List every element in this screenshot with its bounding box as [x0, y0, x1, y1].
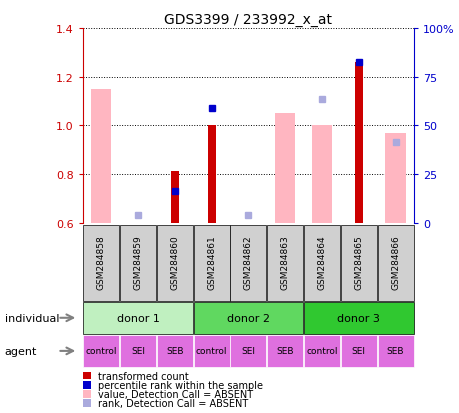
Text: SEB: SEB	[276, 347, 293, 356]
Text: control: control	[196, 347, 227, 356]
Text: donor 3: donor 3	[336, 313, 380, 323]
Title: GDS3399 / 233992_x_at: GDS3399 / 233992_x_at	[164, 12, 332, 26]
Bar	[274, 114, 295, 223]
Bar	[91, 90, 111, 223]
Text: transformed count: transformed count	[98, 371, 188, 381]
Text: individual: individual	[5, 313, 59, 323]
Text: GSM284865: GSM284865	[353, 235, 363, 290]
Text: GSM284866: GSM284866	[390, 235, 399, 290]
Bar	[170, 172, 179, 223]
Text: donor 2: donor 2	[226, 313, 269, 323]
Text: GSM284860: GSM284860	[170, 235, 179, 290]
Text: control: control	[85, 347, 117, 356]
Bar	[354, 63, 362, 223]
Text: GSM284861: GSM284861	[207, 235, 216, 290]
Text: percentile rank within the sample: percentile rank within the sample	[98, 380, 263, 390]
Bar	[311, 126, 331, 223]
Text: control: control	[306, 347, 337, 356]
Text: SEI: SEI	[351, 347, 365, 356]
Text: GSM284863: GSM284863	[280, 235, 289, 290]
Text: agent: agent	[5, 346, 37, 356]
Text: rank, Detection Call = ABSENT: rank, Detection Call = ABSENT	[98, 398, 248, 408]
Text: donor 1: donor 1	[116, 313, 159, 323]
Text: value, Detection Call = ABSENT: value, Detection Call = ABSENT	[98, 389, 252, 399]
Text: SEI: SEI	[131, 347, 145, 356]
Text: SEI: SEI	[241, 347, 255, 356]
Text: GSM284858: GSM284858	[96, 235, 106, 290]
Text: GSM284864: GSM284864	[317, 235, 326, 290]
Text: SEB: SEB	[166, 347, 183, 356]
Bar	[385, 133, 405, 223]
Text: GSM284862: GSM284862	[243, 235, 252, 290]
Bar	[207, 126, 215, 223]
Text: SEB: SEB	[386, 347, 403, 356]
Text: GSM284859: GSM284859	[133, 235, 142, 290]
